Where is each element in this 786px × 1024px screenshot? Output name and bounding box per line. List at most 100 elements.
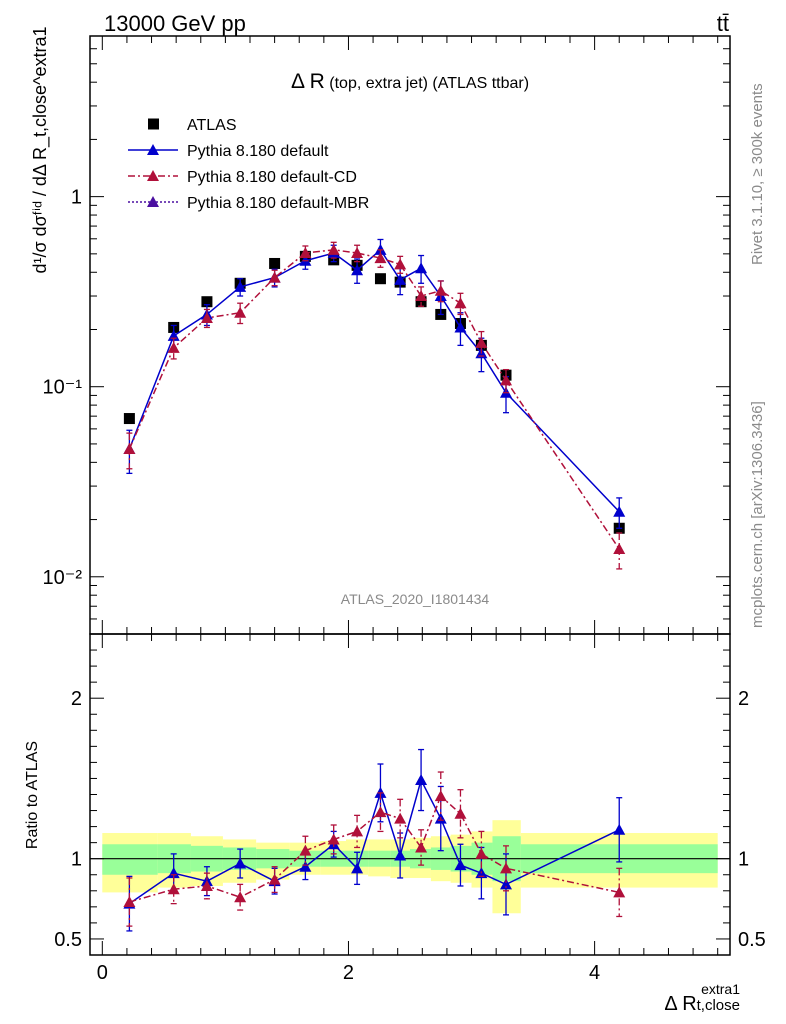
series-point-2-11 (434, 284, 447, 296)
main-plot-content (123, 238, 626, 570)
series-point-1-3 (234, 280, 247, 292)
mcplots-label-text: mcplots.cern.ch [arXiv:1306.3436] (749, 401, 766, 628)
ratio-point-1-13 (475, 847, 488, 859)
series-point-1-9 (394, 273, 407, 285)
ratio-point-1-6 (327, 833, 340, 845)
atlas-point-2 (201, 296, 213, 308)
main-y-label-text: d¹/σ dσᶠⁱᵈ / dΔ R_t,close^extra1 (30, 27, 51, 274)
ratio-y-label: Ratio to ATLAS (24, 741, 41, 849)
ratio-point-0-14 (500, 878, 512, 890)
rivet-label: Rivet 3.1.10, ≥ 300k events (749, 83, 766, 265)
legend-label-2: Pythia 8.180 default-CD (187, 169, 357, 186)
atlas-point-4 (269, 257, 281, 269)
series-point-1-12 (454, 321, 467, 333)
ratio-line-1 (129, 794, 620, 903)
ratio-point-1-2 (200, 879, 213, 891)
ratio-ytick-label-right-0: 0.5 (738, 929, 766, 951)
legend: ATLAS Pythia 8.180 default Pythia 8.180 de… (128, 117, 369, 212)
rivet-label-text: Rivet 3.1.10, ≥ 300k events (749, 83, 766, 265)
legend-marker-2 (147, 170, 159, 181)
xtick-label-1: 2 (343, 962, 354, 984)
xtick-label-0: 0 (97, 962, 108, 984)
series-point-2-6 (327, 243, 340, 255)
ratio-point-1-15 (613, 886, 626, 898)
series-point-1-15 (613, 505, 626, 517)
ratio-ytick-label-left-1: 1 (71, 849, 82, 871)
series-point-1-7 (351, 264, 364, 276)
series-point-2-4 (268, 271, 281, 283)
series-point-2-1 (167, 341, 180, 353)
series-point-2-5 (299, 247, 312, 259)
ratio-ytick-label-left-0: 0.5 (54, 929, 82, 951)
ratio-point-0-15 (613, 823, 626, 835)
series-point-2-7 (351, 247, 364, 259)
ratio-point-1-7 (351, 825, 364, 837)
series-line-1 (128, 248, 620, 513)
ratio-ytick-label-left-2: 2 (71, 688, 82, 710)
ratio-point-1-12 (454, 807, 467, 819)
ratio-point-1-1 (167, 883, 180, 895)
green-band-0 (102, 844, 158, 875)
ratio-point-1-8 (374, 806, 387, 818)
x-axis-label: Δ Rt,close (664, 993, 740, 1015)
analysis-label: ATLAS_2020_I1801434 (341, 591, 490, 607)
main-frame (89, 35, 731, 635)
ratio-ytick-label-right-2: 2 (738, 688, 749, 710)
xtick-label-2: 4 (589, 962, 600, 984)
ratio-point-0-12 (454, 859, 467, 871)
ratio-panel: 0.5 0.51 12 20 2 4 Ratio to ATLAS Δ Rt,close … (24, 633, 766, 1015)
legend-marker-0 (148, 118, 159, 130)
series-point-2-12 (454, 297, 467, 309)
main-title: Δ R (top, extra jet) (ATLAS ttbar) (291, 70, 529, 93)
ratio-series-1 (123, 771, 626, 927)
atlas-point-0 (123, 413, 135, 425)
series-point-2-10 (415, 290, 428, 302)
ratio-plot-content (90, 748, 730, 932)
ratio-point-1-5 (299, 844, 312, 856)
main-ytick-label-2: 10⁻² (43, 567, 83, 589)
series-point-2-3 (234, 306, 247, 318)
series-point-2-8 (374, 252, 387, 264)
ratio-frame (89, 633, 731, 956)
series-point-2-14 (500, 374, 512, 386)
process-label: tt̄ (717, 11, 729, 36)
series-point-2-9 (394, 258, 407, 270)
atlas-point-10 (415, 296, 427, 308)
series-line-2 (128, 249, 620, 550)
series-point-2-0 (123, 443, 136, 455)
ratio-line-0 (128, 777, 620, 905)
ratio-y-label-text: Ratio to ATLAS (24, 741, 41, 849)
mcplots-label: mcplots.cern.ch [arXiv:1306.3436] (749, 401, 766, 628)
ratio-point-0-7 (351, 862, 364, 874)
series-2 (123, 241, 626, 570)
main-y-ticks: 1 10⁻¹ 10⁻² (43, 35, 730, 635)
legend-label-0: ATLAS (187, 117, 237, 134)
ratio-point-1-14 (500, 862, 512, 874)
ratio-ticks: 0.5 0.5 1 1 2 2 0 2 4 (54, 634, 766, 984)
ratio-point-0-3 (234, 857, 247, 869)
ratio-point-1-10 (415, 841, 428, 853)
main-ytick-label-0: 1 (71, 187, 82, 209)
ratio-point-1-4 (268, 873, 281, 885)
collision-label: 13000 GeV pp (104, 11, 246, 36)
ratio-point-1-0 (123, 896, 136, 908)
ratio-point-0-5 (299, 860, 312, 872)
main-ytick-label-1: 10⁻¹ (43, 377, 83, 399)
legend-label-3: Pythia 8.180 default-MBR (187, 195, 369, 212)
legend-marker-1 (147, 144, 159, 155)
x-axis-label-sup: extra1 (701, 981, 740, 997)
ratio-point-1-11 (434, 790, 447, 802)
atlas-point-8 (374, 273, 386, 285)
ratio-point-1-3 (234, 891, 247, 903)
legend-marker-3 (147, 196, 159, 207)
series-1 (123, 238, 626, 529)
ratio-ytick-label-right-1: 1 (738, 849, 749, 871)
ratio-point-1-9 (394, 812, 407, 824)
ratio-point-0-9 (394, 849, 407, 861)
legend-label-1: Pythia 8.180 default (187, 143, 329, 160)
ratio-point-0-10 (415, 774, 428, 786)
series-point-2-13 (475, 336, 488, 348)
main-y-label: d¹/σ dσᶠⁱᵈ / dΔ R_t,close^extra1 (30, 27, 51, 274)
main-panel: 1 10⁻¹ 10⁻² Δ R (top, extra jet) (ATLAS tt… (30, 27, 731, 635)
